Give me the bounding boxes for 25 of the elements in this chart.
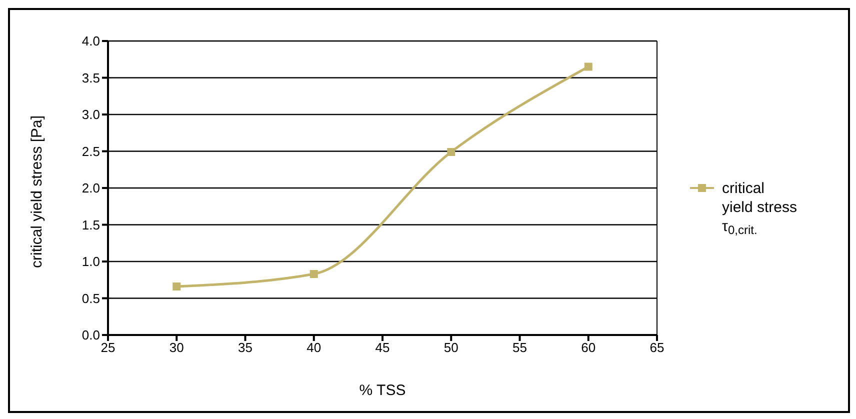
y-tick-label: 0.0 <box>82 328 100 343</box>
y-tick-label: 1.0 <box>82 254 100 270</box>
point <box>310 270 318 278</box>
y-tick-label: 0.5 <box>82 290 100 306</box>
point <box>584 62 592 71</box>
y-tick-label: 1.5 <box>82 217 100 232</box>
x-tick-label: 65 <box>650 340 664 356</box>
legend-label: critical yield stress τ$_{0,crit.}$ <box>722 180 798 236</box>
x-axis-title: % TSS <box>359 382 406 399</box>
x-tick-label: 35 <box>238 340 252 356</box>
point <box>447 148 456 156</box>
y-tick-label: 2.5 <box>82 144 100 159</box>
x-tick-label: 60 <box>581 340 596 356</box>
x-tick-label: 30 <box>169 340 184 356</box>
y-tick-label: 2.0 <box>82 180 100 196</box>
x-tick-label: 50 <box>444 340 458 356</box>
y-tick-label: 4.0 <box>82 34 100 49</box>
y-tick-label: 3.5 <box>82 70 100 86</box>
x-tick-label: 45 <box>375 340 390 356</box>
x-tick-label: 40 <box>306 340 322 356</box>
x-tick-label: 55 <box>512 340 527 356</box>
point <box>172 282 181 290</box>
y-tick-label: 3.0 <box>82 107 100 122</box>
y-axis-title: critical yield stress [Pa] <box>28 115 46 268</box>
x-tick-label: 25 <box>100 340 116 356</box>
